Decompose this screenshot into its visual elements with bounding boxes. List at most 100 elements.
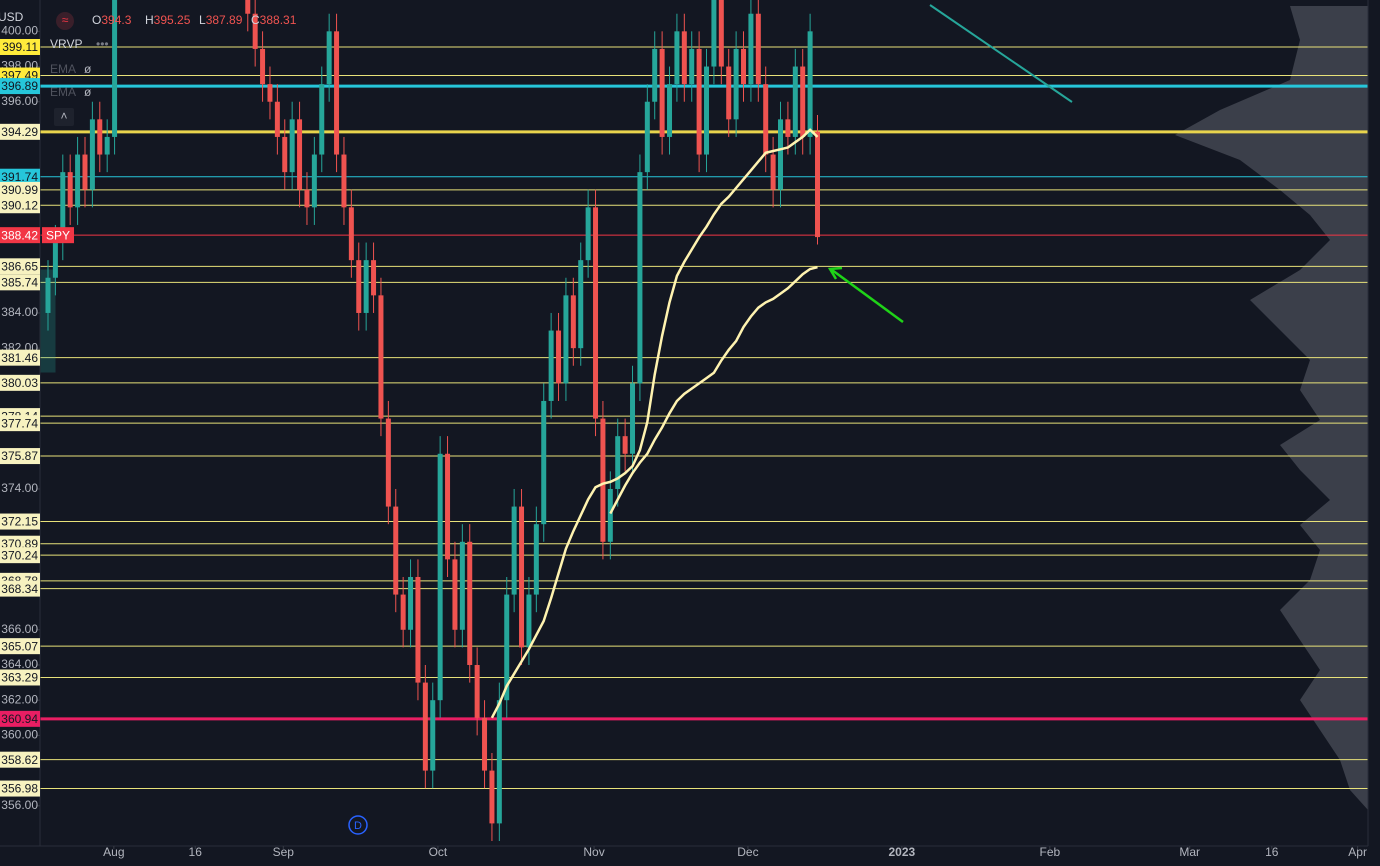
level-label-bg bbox=[0, 513, 40, 530]
candle-body bbox=[689, 48, 695, 85]
candle-body bbox=[652, 48, 658, 102]
legend-prefix: H bbox=[145, 13, 154, 27]
level-label: 390.99 bbox=[1, 183, 38, 197]
level-label-bg bbox=[0, 415, 40, 432]
candle-body bbox=[763, 84, 769, 155]
candle-body bbox=[778, 119, 784, 190]
x-tick-label: Aug bbox=[103, 845, 124, 859]
candle-body bbox=[104, 136, 110, 155]
level-label: 396.89 bbox=[1, 79, 38, 93]
ema-label[interactable]: EMA bbox=[50, 62, 76, 76]
level-label-bg bbox=[0, 349, 40, 366]
symbol-tag-bg bbox=[42, 227, 74, 244]
ema-label[interactable]: EMA bbox=[50, 85, 76, 99]
y-tick-label: 400.00 bbox=[1, 24, 38, 38]
symbol-icon[interactable] bbox=[56, 12, 74, 30]
candle-body bbox=[741, 48, 747, 85]
candle-body bbox=[67, 172, 73, 208]
candle-body bbox=[97, 119, 103, 155]
level-label: 394.29 bbox=[1, 125, 38, 139]
currency[interactable]: USD bbox=[0, 10, 24, 24]
level-label-bg bbox=[0, 751, 40, 768]
x-tick-label: Dec bbox=[737, 845, 758, 859]
legend-value: 387.89 bbox=[206, 13, 243, 27]
candle-body bbox=[659, 48, 665, 137]
candle-body bbox=[585, 207, 591, 261]
candle-body bbox=[282, 136, 288, 173]
candle-body bbox=[459, 541, 465, 630]
candle-body bbox=[297, 119, 303, 190]
level-label: 390.12 bbox=[1, 198, 38, 212]
level-label-bg bbox=[0, 710, 40, 727]
candle-body bbox=[622, 436, 628, 454]
arrow-head bbox=[827, 266, 843, 280]
level-label: 358.62 bbox=[1, 753, 38, 767]
overlay-line bbox=[490, 128, 819, 719]
level-label-bg bbox=[0, 780, 40, 797]
y-tick-label: 362.00 bbox=[1, 692, 38, 706]
indicator-label[interactable]: VRVP bbox=[50, 37, 82, 51]
x-tick-label: Mar bbox=[1179, 845, 1200, 859]
level-label-bg bbox=[0, 168, 40, 185]
candle-body bbox=[607, 488, 613, 542]
candle-body bbox=[770, 154, 776, 190]
candle-body bbox=[733, 48, 739, 120]
arrow bbox=[831, 268, 904, 324]
level-label-bg bbox=[0, 197, 40, 214]
candle-body bbox=[556, 330, 562, 384]
candle-body bbox=[630, 383, 636, 454]
eye-icon[interactable]: ø bbox=[84, 85, 92, 99]
level-label-bg bbox=[0, 669, 40, 686]
candle-body bbox=[45, 277, 51, 313]
symbol-icon-glyph: ≈ bbox=[62, 13, 69, 27]
level-label: 375.87 bbox=[1, 449, 38, 463]
candle-body bbox=[807, 31, 813, 137]
y-tick-label: 356.00 bbox=[1, 798, 38, 812]
legend-open: O394.3 bbox=[92, 13, 132, 27]
candle-body bbox=[311, 154, 317, 208]
candle-body bbox=[304, 189, 310, 208]
candle-body bbox=[474, 664, 480, 718]
collapse-button[interactable] bbox=[54, 108, 74, 126]
candle-body bbox=[748, 13, 754, 85]
event-label[interactable]: D bbox=[354, 820, 362, 832]
x-tick-label: 16 bbox=[189, 845, 203, 859]
candle-body bbox=[378, 295, 384, 419]
candle-body bbox=[430, 700, 436, 771]
eye-icon[interactable]: ø bbox=[84, 62, 92, 76]
candle-body bbox=[496, 700, 502, 824]
candle-body bbox=[112, 0, 118, 137]
x-axis-bg bbox=[0, 846, 1380, 866]
level-label-bg bbox=[0, 78, 40, 95]
range-box bbox=[40, 269, 56, 373]
candle-body bbox=[445, 453, 451, 560]
candle-body bbox=[815, 131, 821, 238]
level-label: 363.29 bbox=[1, 671, 38, 685]
candle-body bbox=[348, 207, 354, 261]
plot bbox=[40, 0, 1368, 842]
candle-body bbox=[326, 31, 332, 85]
candle-body bbox=[600, 418, 606, 542]
level-label: 381.46 bbox=[1, 351, 38, 365]
level-label: 370.24 bbox=[1, 548, 38, 562]
level-label: 360.94 bbox=[1, 712, 38, 726]
more[interactable]: ••• bbox=[96, 37, 109, 51]
x-tick-label: 16 bbox=[1265, 845, 1279, 859]
candle-body bbox=[563, 295, 569, 384]
y-tick-label: 384.00 bbox=[1, 305, 38, 319]
legend-prefix: O bbox=[92, 13, 101, 27]
candle-body bbox=[437, 453, 443, 701]
level-label: 388.42 bbox=[1, 228, 38, 242]
level-label: 372.15 bbox=[1, 515, 38, 529]
event-icon[interactable] bbox=[348, 815, 368, 835]
candle-body bbox=[711, 0, 717, 67]
level-label-bg bbox=[0, 638, 40, 655]
level-label-bg bbox=[0, 547, 40, 564]
candle-body bbox=[519, 506, 525, 648]
y-tick-label: 396.00 bbox=[1, 94, 38, 108]
collapse-glyph: ˄ bbox=[60, 109, 67, 123]
candle-body bbox=[696, 48, 702, 155]
candle-body bbox=[667, 84, 673, 137]
